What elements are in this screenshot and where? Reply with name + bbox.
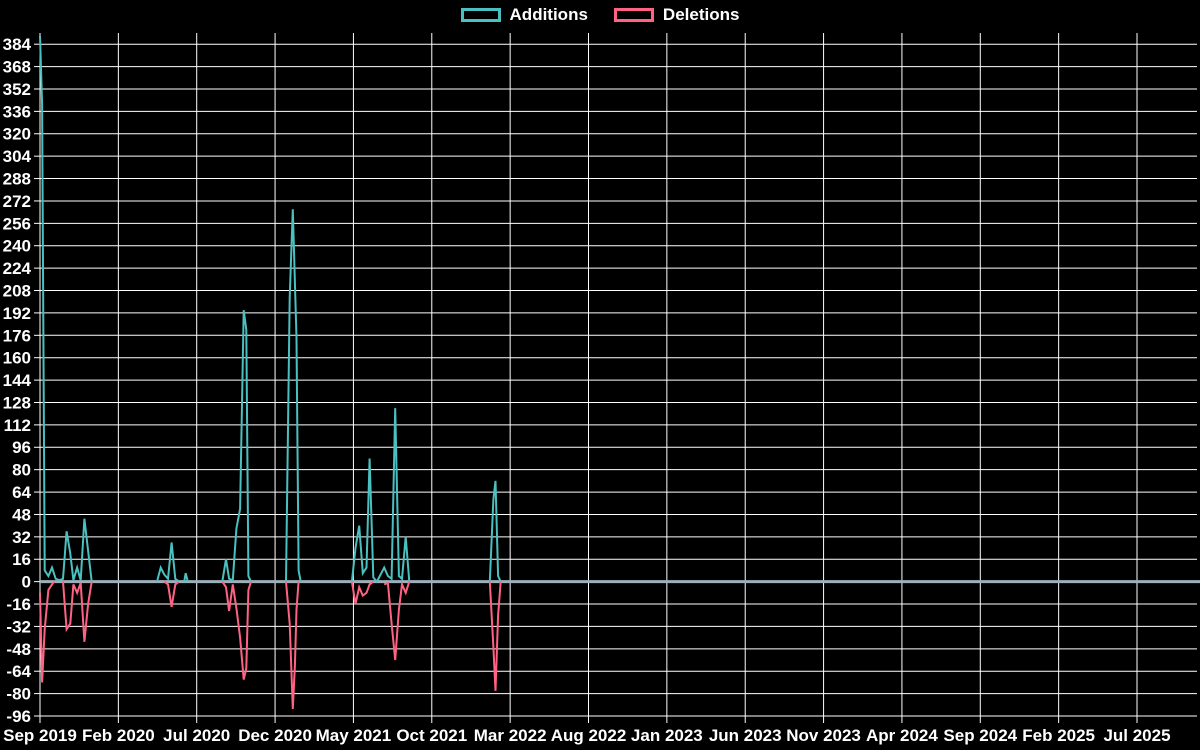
y-tick-label: 336 [3,102,31,121]
legend-label-additions: Additions [509,5,588,24]
y-tick-label: -80 [6,685,31,704]
y-tick-label: 64 [12,483,31,502]
additions-swatch-icon [460,7,501,22]
x-tick-label: Sep 2024 [943,726,1017,745]
y-tick-label: 16 [12,550,31,569]
x-tick-label: Feb 2020 [82,726,155,745]
y-tick-label: 224 [3,259,32,278]
y-tick-label: 208 [3,281,31,300]
x-tick-label: Jun 2023 [709,726,782,745]
y-tick-label: -64 [6,662,31,681]
deletions-line-segment [488,581,502,691]
legend-label-deletions: Deletions [662,5,740,24]
deletions-line-segment [350,580,374,605]
deletions-line-segment [221,581,252,680]
y-tick-label: 80 [12,461,31,480]
x-tick-label: Sep 2019 [3,726,77,745]
additions-line-segment [156,542,180,583]
y-tick-label: 272 [3,192,31,211]
y-tick-label: 384 [3,35,32,54]
x-tick-label: Mar 2022 [474,726,547,745]
x-tick-label: Jan 2023 [631,726,703,745]
y-tick-label: -16 [6,595,31,614]
deletions-line-segment [163,580,180,607]
deletions-line-segment [285,581,300,710]
x-tick-label: Jul 2020 [163,726,230,745]
y-tick-label: 256 [3,214,31,233]
additions-line-segment [488,480,502,583]
y-tick-label: 32 [12,528,31,547]
x-tick-label: May 2021 [316,726,392,745]
y-tick-label: 48 [12,505,31,524]
x-tick-label: Apr 2024 [866,726,938,745]
y-tick-label: 368 [3,58,31,77]
x-tick-label: Feb 2025 [1022,726,1095,745]
x-tick-label: Dec 2020 [238,726,312,745]
x-tick-label: Nov 2023 [786,726,861,745]
legend-item-deletions[interactable]: Deletions [613,5,740,24]
chart-legend: Additions Deletions [0,6,1200,23]
x-tick-label: Oct 2021 [396,726,467,745]
additions-line-segment [183,572,189,582]
y-tick-label: -32 [6,617,31,636]
y-tick-label: 240 [3,237,31,256]
deletions-line-segment [62,581,93,642]
y-tick-label: 144 [3,371,32,390]
deletions-series [39,580,502,710]
deletions-line-segment [383,580,411,661]
y-tick-label: 192 [3,304,31,323]
additions-line-segment [350,408,411,584]
y-tick-label: 176 [3,326,31,345]
y-tick-label: 112 [4,416,31,435]
additions-series [39,35,502,584]
additions-line-segment [221,309,252,583]
x-grid: Sep 2019 Feb 2020 Jul 2020 Dec 2020 May 2021… [3,33,1171,745]
x-tick-label: Aug 2022 [551,726,627,745]
y-tick-label: 160 [3,349,31,368]
y-grid: 3843683523363203042882722562402242081921… [3,35,1197,726]
additions-line-segment [285,209,302,582]
y-tick-label: 0 [22,573,31,592]
y-tick-label: 128 [3,393,31,412]
legend-item-additions[interactable]: Additions [460,5,588,24]
x-tick-label: Jul 2025 [1103,726,1170,745]
y-tick-label: 304 [3,147,32,166]
additions-line-segment [39,35,93,582]
y-tick-label: 96 [12,438,31,457]
y-tick-label: -96 [6,707,31,726]
y-tick-label: -48 [6,640,31,659]
deletions-swatch-icon [613,7,654,22]
y-tick-label: 288 [3,170,31,189]
y-tick-label: 320 [3,125,31,144]
y-tick-label: 352 [3,80,31,99]
deletions-line-segment [39,581,55,683]
